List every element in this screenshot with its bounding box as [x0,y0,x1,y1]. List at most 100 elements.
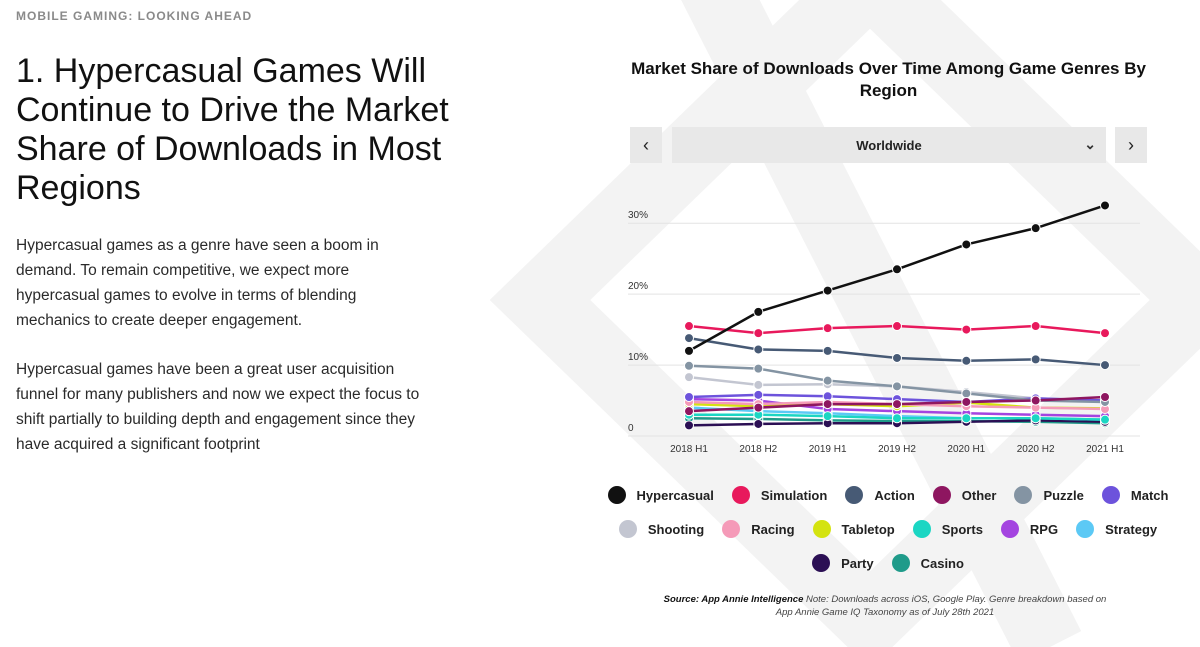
data-point [684,321,694,332]
data-point [892,321,902,332]
region-selected-label: Worldwide [856,137,922,153]
data-point [892,399,902,410]
data-point [684,406,694,417]
data-point [1030,354,1041,365]
body-paragraph-1: Hypercasual games as a genre have seen a… [16,237,379,329]
data-point [822,399,833,410]
data-point [892,352,902,363]
data-point [753,328,764,339]
next-region-button[interactable]: › [1115,127,1147,163]
legend-item[interactable]: Shooting [618,520,705,538]
legend-label: Sports [941,521,983,537]
source-label: Source: App Annie Intelligence [663,594,804,605]
legend-swatch [607,486,626,504]
data-point [753,344,764,355]
x-tick-label: 2018 H1 [670,444,708,455]
legend-row: Shooting Racing Tabletop Sports RPG Strategy [618,512,1157,546]
legend-item[interactable]: Racing [722,520,795,538]
section-label: MOBILE GAMING: LOOKING AHEAD [16,9,253,23]
legend-swatch [1076,520,1095,538]
legend-swatch [618,520,637,538]
data-point [684,372,694,383]
legend-label: RPG [1029,521,1059,537]
legend-row: Hypercasual Simulation Action Other Puzzle Ma… [607,478,1168,512]
legend-item[interactable]: Tabletop [812,520,895,538]
legend-item[interactable]: Casino [891,554,964,572]
data-point [1100,414,1110,425]
legend-swatch [1000,520,1019,538]
data-point [1100,200,1110,211]
data-point [822,323,833,334]
legend-label: Strategy [1105,521,1158,537]
previous-region-button[interactable]: ‹ [630,127,662,163]
legend-swatch [722,520,741,538]
legend-swatch [1101,486,1120,504]
legend-label: Other [961,487,997,503]
data-point [961,396,972,407]
data-point [1030,395,1041,406]
data-point [753,306,764,317]
legend-swatch [912,520,931,538]
x-tick-label: 2021 H1 [1086,444,1124,455]
source-note-text: Note: Downloads across iOS, Google Play.… [775,594,1107,618]
page-title: 1. Hypercasual Games Will Continue to Dr… [16,52,449,207]
legend-swatch [812,520,831,538]
legend-item[interactable]: Match [1101,486,1169,504]
legend-label: Racing [751,521,795,537]
legend-item[interactable]: Action [845,486,915,504]
legend-item[interactable]: Other [932,486,997,504]
data-point [684,345,694,356]
legend-item[interactable]: Simulation [731,486,828,504]
chevron-down-icon: ⌄ [1084,136,1096,152]
legend-label: Hypercasual [636,487,714,503]
data-point [961,413,972,424]
data-point [1100,360,1110,371]
legend-label: Match [1130,487,1169,503]
legend-swatch [932,486,951,504]
legend-item[interactable]: Strategy [1076,520,1157,538]
data-point [822,285,833,296]
data-point [1030,413,1041,424]
data-point [684,391,694,402]
chevron-left-icon: ‹ [643,134,649,155]
data-point [892,381,902,392]
legend-swatch [891,554,910,572]
data-point [1030,321,1041,332]
data-point [753,363,764,374]
x-tick-label: 2020 H2 [1017,444,1055,455]
y-tick-label: 10% [628,352,648,363]
legend-row: Party Casino [628,546,1148,580]
legend-item[interactable]: RPG [1000,520,1059,538]
legend-label: Casino [920,555,964,571]
data-point [822,345,833,356]
data-point [961,239,972,250]
x-tick-label: 2019 H1 [809,444,847,455]
chevron-right-icon: › [1128,134,1134,155]
legend-swatch [812,554,831,572]
data-point [961,388,972,399]
legend-label: Simulation [760,487,828,503]
legend-label: Puzzle [1043,487,1084,503]
source-note: Source: App Annie Intelligence Note: Dow… [660,593,1110,619]
data-point [892,264,902,275]
data-point [684,420,694,431]
legend-item[interactable]: Puzzle [1014,486,1084,504]
y-tick-label: 20% [628,281,648,292]
x-tick-label: 2018 H2 [739,444,777,455]
legend-item[interactable]: Sports [912,520,983,538]
data-point [1100,391,1110,402]
legend-label: Shooting [647,521,705,537]
legend-item[interactable]: Hypercasual [607,486,714,504]
legend-label: Tabletop [841,521,895,537]
data-point [1030,223,1041,234]
legend-item[interactable]: Party [812,554,874,572]
legend-swatch [731,486,750,504]
data-point [753,418,764,429]
region-dropdown[interactable]: Worldwide ⌄ [672,127,1106,163]
chart-title: Market Share of Downloads Over Time Amon… [631,59,1146,100]
legend-label: Party [841,555,874,571]
chart-legend: Hypercasual Simulation Action Other Puzzle Ma… [607,478,1168,580]
data-point [684,333,694,344]
